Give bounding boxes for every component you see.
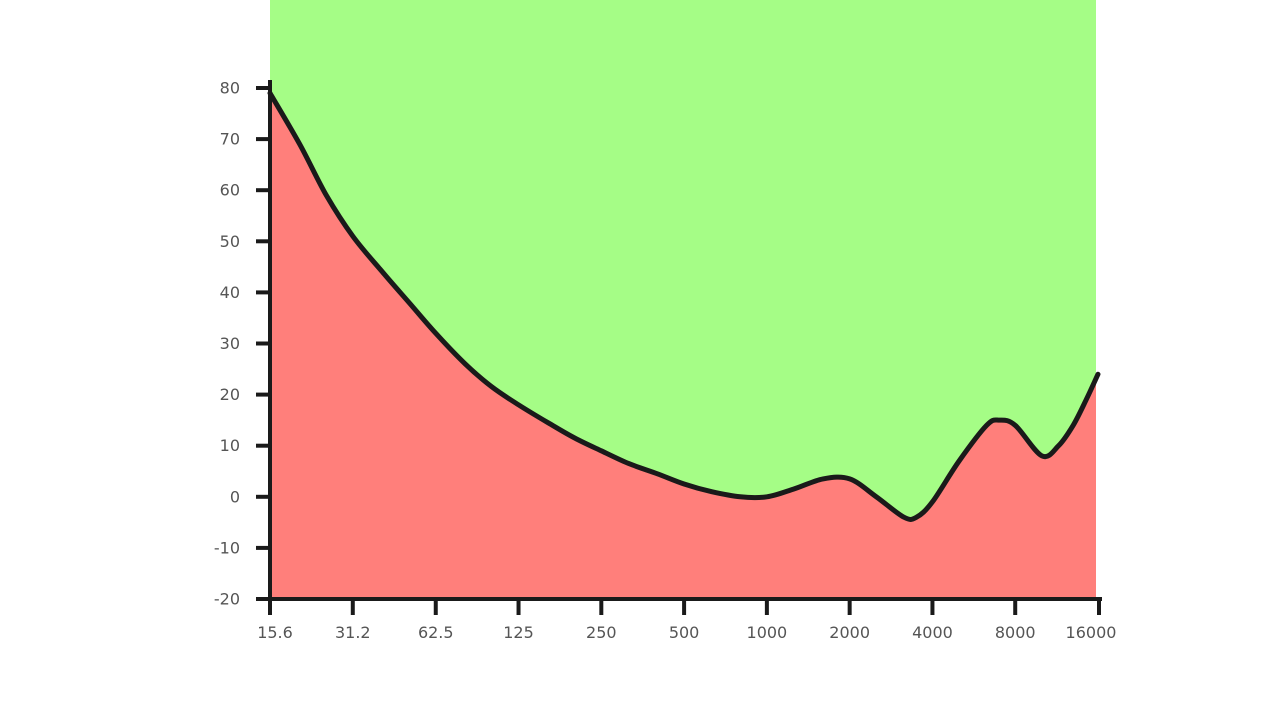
y-tick-label: -10: [214, 538, 240, 557]
y-tick-label: 80: [220, 79, 240, 98]
x-tick-label: 31.2: [335, 623, 371, 642]
x-tick-label: 500: [669, 623, 700, 642]
above-curve-area: [270, 0, 1098, 520]
x-tick-label: 15.6: [257, 623, 293, 642]
y-tick-label: 30: [220, 334, 240, 353]
axes: [256, 80, 1102, 615]
x-tick-label: 125: [503, 623, 534, 642]
y-tick-label: 70: [220, 130, 240, 149]
y-tick-label: 40: [220, 283, 240, 302]
x-tick-label: 4000: [912, 623, 953, 642]
x-tick-label: 8000: [995, 623, 1036, 642]
x-tick-label: 16000: [1066, 623, 1117, 642]
x-tick-label: 250: [586, 623, 617, 642]
y-tick-label: 10: [220, 436, 240, 455]
tick-labels: 80 70 60 50 40 30 20 10 0 -10 -20 15.6 31.2 62.5 125 25…: [214, 79, 1117, 643]
x-tick-label: 2000: [829, 623, 870, 642]
y-tick-label: 60: [220, 181, 240, 200]
below-curve-area: [270, 93, 1098, 599]
y-tick-label: -20: [214, 590, 240, 609]
x-tick-label: 62.5: [418, 623, 454, 642]
plot-area: [267, 0, 1101, 599]
y-tick-label: 0: [230, 487, 240, 506]
y-tick-label: 20: [220, 385, 240, 404]
x-tick-label: 1000: [747, 623, 788, 642]
series-line: [267, 90, 1101, 522]
y-tick-label: 50: [220, 232, 240, 251]
